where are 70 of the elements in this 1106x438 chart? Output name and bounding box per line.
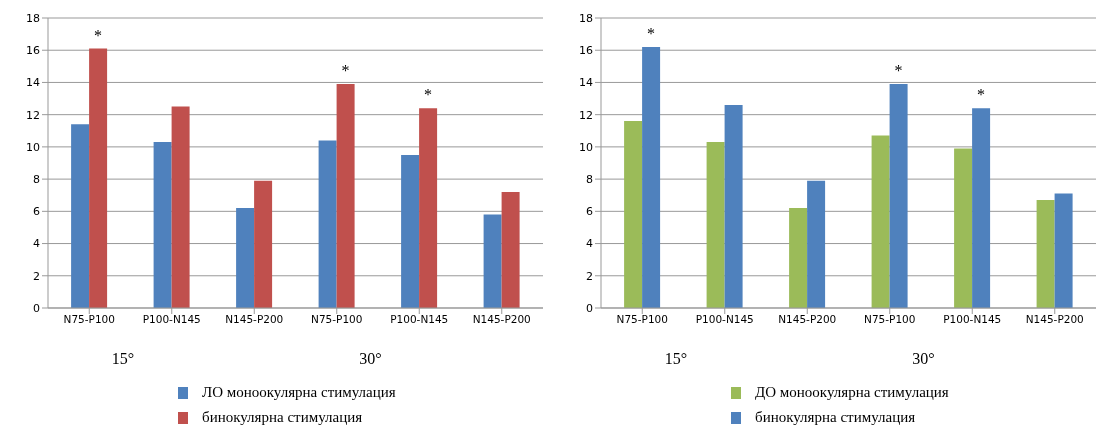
y-tick-label: 2 [586, 269, 593, 283]
data-label: * [341, 62, 350, 80]
y-tick-label: 18 [579, 11, 593, 25]
bar [254, 180, 273, 308]
bar [483, 214, 502, 308]
bar [889, 84, 908, 308]
text: 30° [359, 350, 382, 368]
y-tick-label: 2 [33, 269, 40, 283]
bar [706, 142, 725, 308]
bar [954, 148, 973, 308]
legend-label: ЛО моноокулярна стимулация [202, 384, 396, 401]
data-label: * [647, 25, 656, 42]
y-tick-label: 14 [579, 76, 593, 90]
x-tick-label: P100-N145 [142, 313, 201, 326]
y-tick-label: 8 [586, 173, 593, 187]
bar [724, 105, 743, 308]
bar [318, 140, 337, 308]
bar [871, 135, 890, 308]
y-tick-label: 16 [26, 44, 40, 58]
legend-label: бинокулярна стимулация [755, 409, 916, 426]
text: 15° [664, 350, 688, 368]
bar [419, 108, 438, 308]
y-tick-label: 0 [33, 301, 40, 315]
y-tick-label: 4 [33, 237, 40, 251]
x-tick-label: P100-N145 [695, 313, 754, 326]
bar [153, 142, 172, 308]
x-tick-label: N75-P100 [616, 313, 668, 326]
bar [236, 208, 255, 308]
data-label: * [977, 86, 986, 104]
x-tick-label: P100-N145 [390, 313, 449, 326]
x-tick-label: N145-P200 [778, 313, 837, 326]
y-tick-label: 10 [26, 140, 40, 154]
x-tick-label: N75-P100 [311, 313, 363, 326]
x-tick-label: P100-N145 [943, 313, 1002, 326]
legend-label: ДО моноокулярна стимулация [755, 384, 949, 401]
y-tick-label: 6 [586, 205, 593, 219]
bar [71, 124, 90, 308]
bar [501, 192, 520, 308]
bar [1036, 200, 1055, 308]
bar [401, 154, 420, 308]
y-tick-label: 0 [586, 301, 593, 315]
y-tick-label: 12 [579, 108, 593, 122]
data-label: * [94, 26, 103, 44]
x-tick-label: N145-P200 [1025, 313, 1084, 326]
bar [89, 48, 108, 308]
data-label: * [894, 62, 903, 80]
y-tick-label: 10 [579, 140, 593, 154]
y-tick-label: 12 [26, 108, 40, 122]
bar [624, 121, 643, 308]
x-tick-label: N75-P100 [864, 313, 916, 326]
y-tick-label: 14 [26, 76, 40, 90]
bar [1054, 193, 1073, 308]
bar [807, 180, 826, 308]
x-tick-label: N145-P200 [472, 313, 531, 326]
text: 15° [111, 350, 135, 368]
legend-label: бинокулярна стимулация [202, 409, 363, 426]
y-tick-label: 4 [586, 237, 593, 251]
bar [336, 84, 355, 308]
x-tick-label: N145-P200 [225, 313, 284, 326]
bar [972, 108, 991, 308]
y-tick-label: 18 [26, 11, 40, 25]
data-label: * [424, 86, 433, 104]
y-tick-label: 6 [33, 205, 40, 219]
x-tick-label: N75-P100 [63, 313, 115, 326]
y-tick-label: 16 [579, 44, 593, 58]
bar [789, 208, 808, 308]
bar [642, 47, 661, 308]
y-tick-label: 8 [33, 173, 40, 187]
bar [171, 106, 190, 308]
text: 30° [912, 350, 935, 368]
